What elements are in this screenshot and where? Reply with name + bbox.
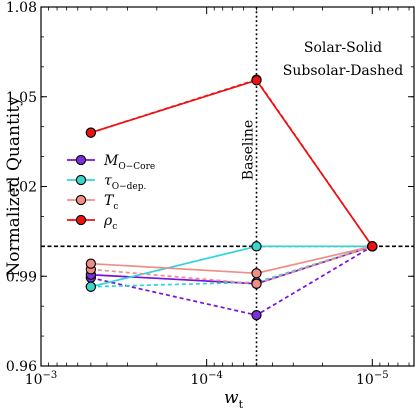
legend-label-symbol: M <box>103 153 119 169</box>
legend-label-subscript: c <box>113 202 118 212</box>
annotation-line-1: Subsolar-Dashed <box>283 63 403 79</box>
annotations: Baseline Solar-Solid Subsolar-Dashed <box>241 40 404 180</box>
x-tick-label: 10−3 <box>25 370 58 388</box>
series-Tc-subsolar-point-1 <box>251 278 262 289</box>
y-tick-label: 0.99 <box>6 269 37 285</box>
legend-marker-tau <box>75 174 87 186</box>
legend-label-symbol: τ <box>104 173 112 189</box>
x-tick-label-exponent: −5 <box>374 370 389 381</box>
y-tick-label: 1.08 <box>6 0 37 16</box>
series-Tc-solar-point-0 <box>85 258 97 269</box>
series-rho_c-solar-point-0 <box>85 127 97 138</box>
legend-label-subscript: O−dep. <box>112 182 147 192</box>
legend-label-Tc: Tc <box>104 193 118 212</box>
series-M_core-subsolar-point-1 <box>251 309 262 321</box>
y-tick-label: 1.05 <box>6 90 37 106</box>
x-tick-label-base: 10 <box>25 372 43 388</box>
legend-marker-rho_c <box>75 214 87 226</box>
series-Tc-subsolar-line <box>90 245 373 285</box>
x-tick-label-base: 10 <box>190 372 208 388</box>
legend-marker-Tc <box>75 194 87 206</box>
axes-frame <box>40 6 415 367</box>
x-tick-label-exponent: −3 <box>43 370 58 381</box>
series-tau-solar-point-0 <box>85 281 97 292</box>
annotation-line-0: Solar-Solid <box>304 40 382 56</box>
series-rho_c-solar-point-1 <box>251 75 262 86</box>
legend-marker-M_core <box>75 154 87 166</box>
x-axis-label-subscript: t <box>239 398 244 410</box>
series-rho_c-solar-point-2 <box>367 241 378 252</box>
x-axis-label: wt <box>224 388 244 410</box>
x-tick-label: 10−5 <box>356 370 389 388</box>
plot-area <box>41 7 414 366</box>
legend-label-subscript: O−Core <box>118 162 155 172</box>
legend-label-symbol: ρ <box>103 213 113 229</box>
legend-label-M_core: MO−Core <box>103 153 155 172</box>
legend-label-tau: τO−dep. <box>104 173 147 192</box>
x-tick-label-exponent: −4 <box>208 370 223 381</box>
y-axis-label: Normalized Quantity <box>4 96 24 277</box>
x-tick-label-base: 10 <box>356 372 374 388</box>
series-Tc-solar-point-1 <box>251 268 262 279</box>
x-axis-label-symbol: w <box>224 388 239 408</box>
y-tick-label: 1.02 <box>6 180 37 196</box>
baseline-label: Baseline <box>241 120 257 180</box>
legend-label-rho_c: ρc <box>103 213 117 232</box>
legend-label-symbol: T <box>104 193 115 209</box>
series-tau-solar-point-1 <box>251 241 262 252</box>
legend-label-subscript: c <box>112 222 117 232</box>
x-tick-label: 10−4 <box>190 370 223 388</box>
y-tick-label: 0.96 <box>6 359 37 375</box>
